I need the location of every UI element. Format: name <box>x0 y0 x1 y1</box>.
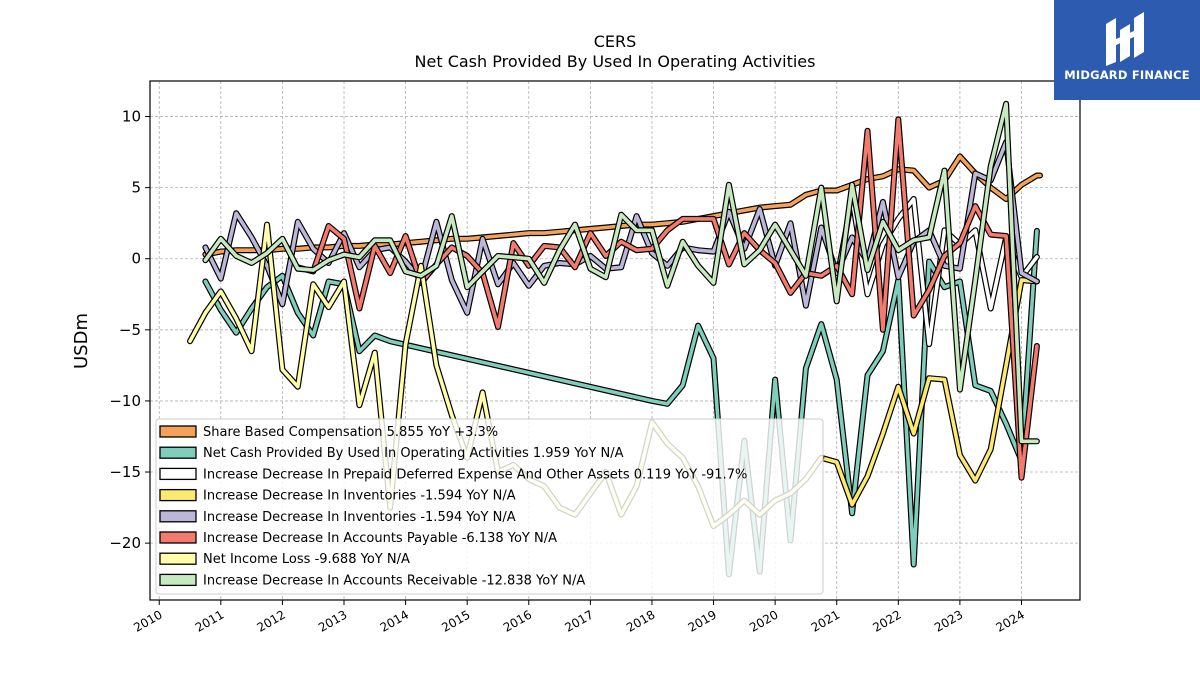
legend-entry: Net Cash Provided By Used In Operating A… <box>203 446 624 461</box>
legend-entry: Increase Decrease In Inventories -1.594 … <box>203 510 516 525</box>
y-tick-label: −10 <box>109 392 141 410</box>
chart-subtitle: Net Cash Provided By Used In Operating A… <box>415 52 816 71</box>
y-tick-label: 0 <box>131 250 141 268</box>
legend-swatch <box>159 488 197 502</box>
x-tick-label: 2019 <box>686 607 719 634</box>
series-line <box>203 140 1039 315</box>
x-tick-label: 2021 <box>809 607 842 634</box>
legend-swatch <box>159 446 197 459</box>
legend-swatch <box>159 467 197 481</box>
midgard-logo-icon <box>1106 12 1144 66</box>
x-tick-label: 2010 <box>131 607 164 634</box>
brand-logo: MIDGARD FINANCE <box>1054 0 1200 100</box>
plot-frame <box>149 80 1081 601</box>
legend-box <box>155 418 824 595</box>
x-tick-label: 2023 <box>932 607 965 634</box>
legend-swatch <box>159 425 197 438</box>
legend-swatch <box>159 573 197 587</box>
x-tick-label: 2015 <box>439 607 472 634</box>
x-tick-label: 2016 <box>501 607 534 634</box>
x-tick-label: 2017 <box>562 607 595 634</box>
chart-title: CERS <box>594 32 637 51</box>
y-tick-label: 5 <box>131 179 141 197</box>
x-tick-label: 2013 <box>316 607 349 634</box>
legend-swatch <box>159 531 197 544</box>
x-tick-label: 2014 <box>378 607 411 634</box>
legend-swatch <box>159 552 197 565</box>
legend-entry: Increase Decrease In Accounts Receivable… <box>203 573 585 588</box>
x-tick-label: 2012 <box>254 607 287 634</box>
x-tick-label: 2022 <box>870 607 903 634</box>
y-tick-label: −5 <box>119 321 141 339</box>
y-tick-label: −15 <box>109 463 141 481</box>
legend-entry: Increase Decrease In Prepaid Deferred Ex… <box>203 467 747 482</box>
x-tick-label: 2024 <box>994 607 1027 634</box>
y-tick-label: −20 <box>109 534 141 552</box>
y-axis-label: USDm <box>71 313 92 369</box>
series-line <box>203 102 1039 444</box>
y-tick-label: 10 <box>122 108 141 126</box>
x-tick-label: 2020 <box>747 607 780 634</box>
legend-entry: Net Income Loss -9.688 YoY N/A <box>203 552 410 567</box>
legend-entry: Share Based Compensation 5.855 YoY +3.3% <box>203 425 498 440</box>
x-tick-label: 2011 <box>193 607 226 634</box>
legend-entry: Increase Decrease In Inventories -1.594 … <box>203 489 516 504</box>
series-line <box>834 195 1039 346</box>
brand-name: MIDGARD FINANCE <box>1064 68 1190 82</box>
legend-entry: Increase Decrease In Accounts Payable -6… <box>203 531 557 546</box>
legend: Share Based Compensation 5.855 YoY +3.3%… <box>155 418 824 595</box>
legend-swatch <box>159 510 197 523</box>
series-line <box>819 278 1039 507</box>
x-tick-label: 2018 <box>624 607 657 634</box>
